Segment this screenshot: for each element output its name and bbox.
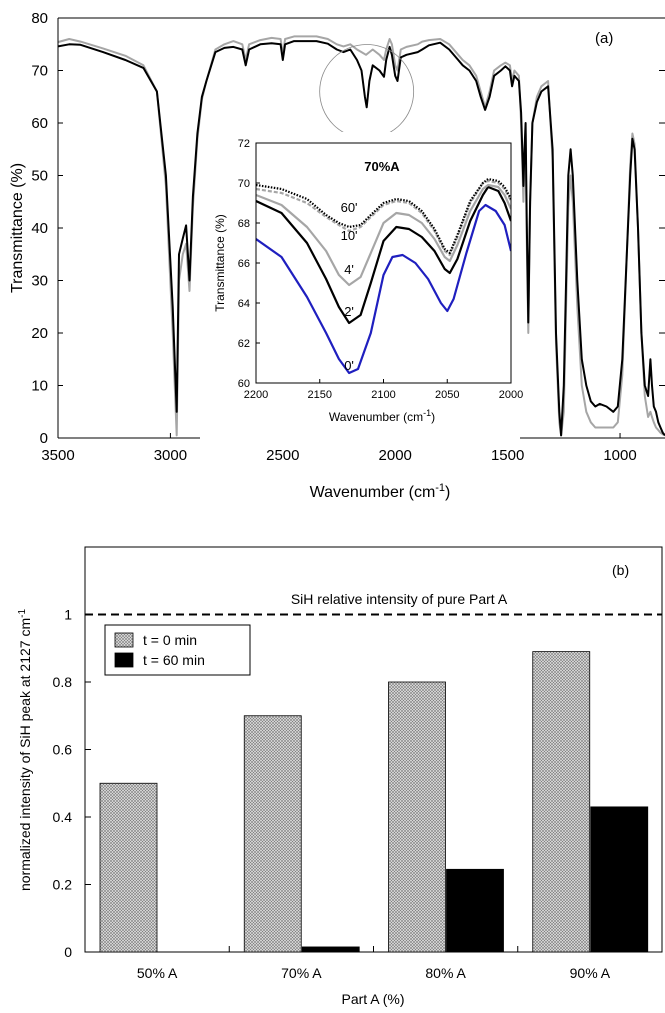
inset-curve-label: 60' [341,200,358,215]
inset-x-tick-label: 2200 [244,389,268,401]
inset-curve-label: 2' [344,304,354,319]
panel-a-x-axis-label-main: Wavenumber (cm [310,484,436,501]
panel-b-y-tick-label: 0.8 [53,674,73,690]
panel-b-y-tick-label: 0.4 [53,809,73,825]
panel-b-x-tick-label: 80% A [425,965,466,981]
inset-x-axis-label-main: Wavenumber (cm [329,410,423,424]
panel-b-y-axis-label: normalized intensity of SiH peak at 2127… [17,609,33,891]
bar-t0-3 [532,651,591,953]
bar-t0-0 [99,782,158,953]
panel-a-x-axis-label-sup: -1 [435,482,445,494]
legend-swatch-t0 [114,632,134,648]
inset-y-tick-label: 64 [238,298,250,310]
panel-a-x-tick-label: 1000 [603,447,636,464]
panel-b-y-axis-label-sup: -1 [17,609,28,618]
inset-y-axis-label: Transmittance (%) [213,214,227,312]
reference-line-label: SiH relative intensity of pure Part A [291,591,508,607]
panel-a-y-tick-label: 10 [31,378,48,395]
panel-a-y-tick-label: 20 [31,325,48,342]
panel-a: 0 10 20 30 40 50 60 70 80 3500 3000 2500 2000 1500 10… [9,10,665,501]
inset-series-line-1 [256,185,511,325]
legend-label-t0: t = 0 min [143,632,197,648]
inset-x-axis-label-close: ) [431,410,435,424]
inset-series [256,177,511,375]
inset-series-line-4 [256,177,511,255]
inset-x-axis-label-sup: -1 [423,408,431,418]
panel-b-label: (b) [612,562,629,578]
panel-a-series-line-1 [58,35,665,437]
panel-b-x-tick-label: 90% A [570,965,611,981]
panel-b-y-ticks: 0 0.2 0.4 0.6 0.8 1 [53,607,91,960]
panel-b-x-axis-label: Part A (%) [341,991,404,1007]
panel-a-x-tick-label: 3000 [154,447,187,464]
panel-b-y-tick-label: 0.2 [53,877,73,893]
panel-a-x-axis-label: Wavenumber (cm-1) [310,482,451,501]
inset-curve-label: 0' [344,358,354,373]
inset-series-line-0 [256,203,511,375]
panel-a-x-ticks: 3500 3000 2500 2000 1500 1000 [41,433,637,464]
panel-b-y-tick-label: 1 [64,607,72,623]
panel-a-label: (a) [595,30,613,47]
panel-a-x-axis-label-close: ) [445,484,450,501]
panel-b-x-tick-label: 70% A [281,965,322,981]
panel-b-y-tick-label: 0 [64,944,72,960]
inset-series-line-2 [256,183,511,287]
bar-t60-1 [301,946,360,953]
inset-background [200,132,520,440]
legend-label-t60: t = 60 min [143,652,205,668]
inset-x-tick-label: 2000 [499,389,523,401]
inset-y-tick-label: 62 [238,338,250,350]
inset-x-tick-label: 2100 [371,389,395,401]
inset-x-axis-label: Wavenumber (cm-1) [329,408,435,424]
legend: t = 0 min t = 60 min [104,624,251,676]
bar-t60-3 [590,806,649,953]
inset-curve-labels: 0' 2' 4' 10' 60' [341,200,358,373]
panel-a-y-axis-label: Transmittance (%) [9,163,26,293]
panel-a-y-tick-label: 0 [40,430,48,447]
panel-b-x-ticks: 50% A 70% A 80% A 90% A [137,946,611,981]
inset-x-tick-label: 2050 [435,389,459,401]
panel-b: 0 0.2 0.4 0.6 0.8 1 50% A 70% A 80% A 90% A SiH … [17,546,663,1007]
inset-y-tick-label: 70 [238,178,250,190]
inset-y-tick-label: 72 [238,138,250,150]
bar-t0-1 [243,715,302,953]
panel-a-y-tick-label: 30 [31,273,48,290]
legend-swatch-t60 [114,652,134,668]
inset-x-tick-label: 2150 [308,389,332,401]
bar-t0-2 [388,681,446,953]
inset-y-tick-label: 68 [238,218,250,230]
panel-a-x-tick-label: 3500 [41,447,74,464]
panel-a-x-tick-label: 2000 [379,447,412,464]
panel-a-y-ticks: 0 10 20 30 40 50 60 70 80 [31,10,665,447]
panel-b-x-tick-label: 50% A [137,965,178,981]
panel-a-y-tick-label: 50 [31,168,48,185]
bar-t60-2 [446,868,504,953]
panel-a-y-tick-label: 40 [31,220,48,237]
panel-a-x-tick-label: 1500 [491,447,524,464]
panel-b-y-tick-label: 0.6 [53,742,73,758]
inset-title: 70%A [364,159,400,174]
panel-a-y-tick-label: 70 [31,63,48,80]
inset-y-ticks: 60 62 64 66 68 70 72 [238,138,260,390]
inset-chart: 60 62 64 66 68 70 72 2200 2150 2100 2050 2000 0' 2'… [200,132,523,440]
inset-y-tick-label: 66 [238,258,250,270]
panel-a-y-tick-label: 80 [31,10,48,27]
panel-b-bars [99,651,649,953]
panel-a-series [58,35,665,437]
inset-curve-label: 4' [344,262,354,277]
panel-b-y-axis-label-main: normalized intensity of SiH peak at 2127… [17,618,33,891]
panel-a-x-tick-label: 2500 [266,447,299,464]
inset-x-ticks: 2200 2150 2100 2050 2000 [244,379,523,401]
inset-curve-label: 10' [341,228,358,243]
panel-a-series-line-0 [58,40,665,437]
inset-series-line-3 [256,179,511,257]
panel-a-y-tick-label: 60 [31,115,48,132]
inset-y-tick-label: 60 [238,378,250,390]
